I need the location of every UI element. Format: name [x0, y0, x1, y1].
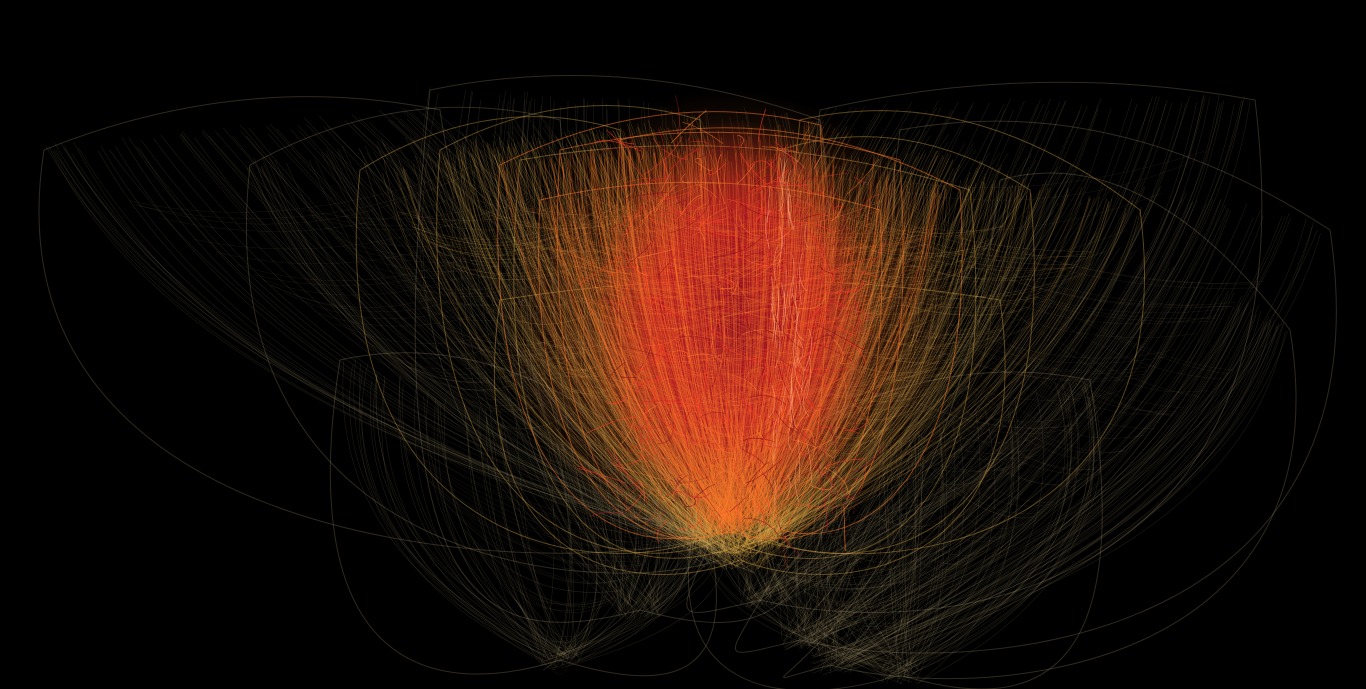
petal [688, 371, 1103, 689]
core-scribble [576, 95, 889, 569]
core-mesh [576, 95, 889, 569]
